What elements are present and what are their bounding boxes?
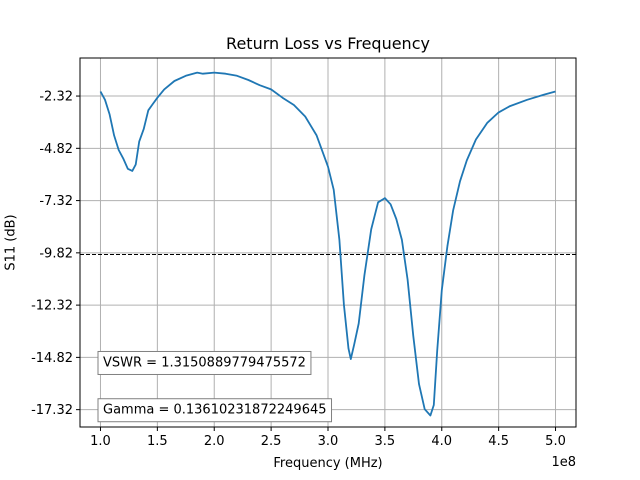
x-tick-label: 1.5 (147, 434, 168, 449)
x-tick-label: 3.0 (318, 434, 339, 449)
annotation-box (97, 398, 333, 423)
x-tick-label: 4.0 (431, 434, 452, 449)
x-axis-offset-label: 1e8 (551, 455, 576, 470)
y-tick-label: -7.32 (39, 194, 73, 209)
annotation: Gamma = 0.13610231872249645 (97, 398, 333, 423)
annotation-text: VSWR = 1.3150889779475572 (103, 355, 306, 370)
chart-title: Return Loss vs Frequency (226, 34, 430, 53)
x-tick-label: 4.5 (488, 434, 509, 449)
y-tick-label: -17.32 (31, 403, 73, 418)
y-tick-label: -4.82 (39, 142, 73, 157)
ticks: 1.0 1.5 2.0 2.5 3.0 3.5 4.0 4.5 5.0 -2.32 -4.82 -7.… (31, 90, 566, 449)
x-tick-label: 3.5 (375, 434, 396, 449)
annotation-text: Gamma = 0.13610231872249645 (103, 403, 327, 418)
series-layer (99, 71, 556, 417)
x-tick-label: 1.0 (90, 434, 111, 449)
y-tick-label: -14.82 (31, 351, 73, 366)
grid (80, 58, 576, 427)
x-tick-label: 2.0 (204, 434, 225, 449)
y-tick-label: -2.32 (39, 90, 73, 105)
y-tick-label: -9.82 (39, 246, 73, 261)
x-axis-label: Frequency (MHz) (273, 456, 382, 471)
x-tick-label: 2.5 (261, 434, 282, 449)
series-line (99, 71, 556, 417)
x-tick-label: 5.0 (545, 434, 566, 449)
annotations: VSWR = 1.3150889779475572 Gamma = 0.13610… (97, 350, 333, 423)
y-axis-label: S11 (dB) (4, 214, 19, 270)
annotation-box (97, 350, 312, 375)
y-tick-label: -12.32 (31, 299, 73, 314)
annotation: VSWR = 1.3150889779475572 (97, 350, 312, 375)
